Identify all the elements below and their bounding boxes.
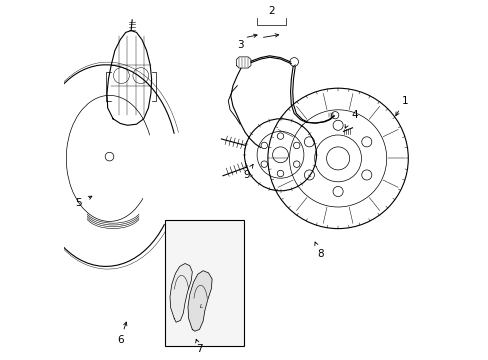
Text: 6: 6 xyxy=(117,335,123,345)
Text: 7: 7 xyxy=(196,344,203,354)
Polygon shape xyxy=(170,264,192,322)
Text: L: L xyxy=(199,304,203,309)
Polygon shape xyxy=(187,271,212,331)
Text: 5: 5 xyxy=(76,198,82,208)
Text: 4: 4 xyxy=(350,110,357,120)
Text: 8: 8 xyxy=(316,249,323,259)
Text: 1: 1 xyxy=(401,96,407,106)
Text: 3: 3 xyxy=(237,40,244,50)
Bar xyxy=(165,220,244,346)
Text: 2: 2 xyxy=(267,6,274,16)
Text: 9: 9 xyxy=(243,170,249,180)
